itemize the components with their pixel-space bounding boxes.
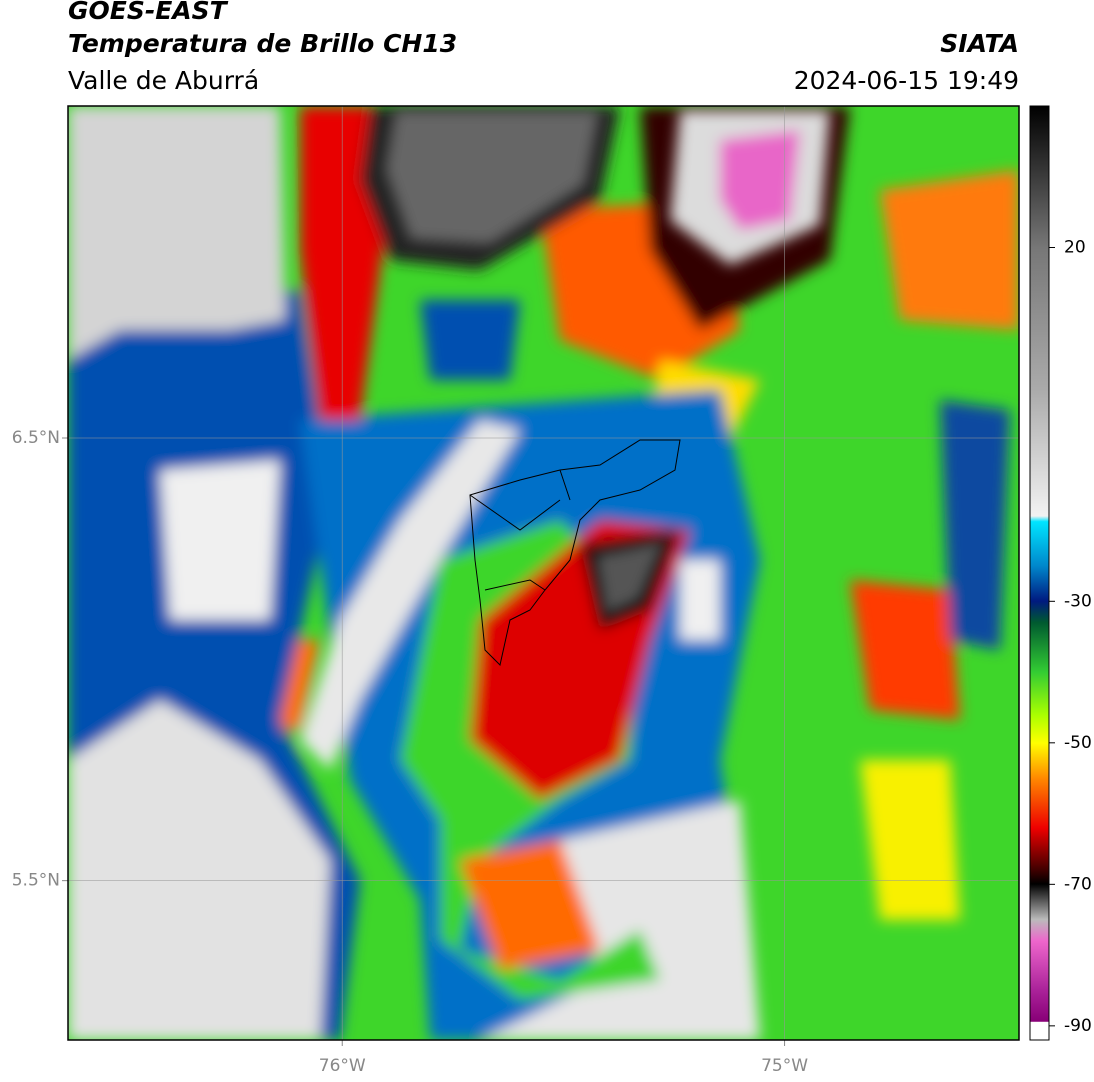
y-tick-label: 5.5°N (12, 871, 60, 891)
subtitle: Temperatura de Brillo CH13 (68, 29, 457, 58)
colorbar-tick-label: -70 (1064, 874, 1092, 894)
satellite-image (68, 106, 1019, 1040)
x-tick-label: 76°W (319, 1056, 366, 1076)
colorbar-ticks: 20 -30 -50 -70 -90 (1049, 238, 1092, 1036)
region: Valle de Aburrá (68, 66, 259, 95)
colorbar (1029, 105, 1050, 1041)
source: SIATA (940, 29, 1019, 58)
timestamp: 2024-06-15 19:49 (794, 66, 1019, 95)
map-frame (67, 105, 1020, 1041)
colorbar-tick-label: 20 (1064, 238, 1086, 258)
colorbar-tick-label: -30 (1064, 591, 1092, 611)
x-tick-label: 75°W (761, 1056, 808, 1076)
title: GOES-EAST (68, 0, 229, 25)
colorbar-tick-label: -50 (1064, 733, 1092, 753)
grid (62, 106, 1019, 1046)
colorbar-tick-label: -90 (1064, 1016, 1092, 1036)
y-tick-label: 6.5°N (12, 428, 60, 448)
